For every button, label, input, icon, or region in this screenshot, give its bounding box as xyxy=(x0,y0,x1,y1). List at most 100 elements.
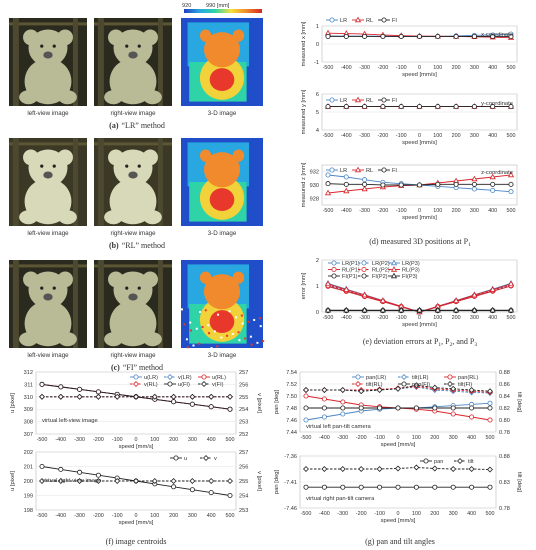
chart-title: virtual left pan-tilt camera xyxy=(306,424,372,430)
depth-ear xyxy=(232,149,245,162)
depth-ear xyxy=(199,149,212,162)
caption-e-sub2: 2 xyxy=(450,342,453,348)
x-axis-label: speed [mm/s] xyxy=(381,518,416,524)
depth-noise-speck xyxy=(241,322,244,325)
y-tick-label: -7.36 xyxy=(284,454,297,460)
teddy-body xyxy=(109,58,157,105)
data-point xyxy=(208,478,215,484)
teddy-head xyxy=(113,271,153,309)
plot-frame xyxy=(299,371,497,433)
legend-label: FI xyxy=(392,168,397,174)
data-point xyxy=(490,181,496,187)
x-tick-label: -400 xyxy=(341,315,352,321)
chart-f1: 307 308 309 310 311 312 252 253 254 255 256 257 u [p… xyxy=(10,370,262,450)
legend-label: LR(P1) xyxy=(342,261,360,267)
data-point xyxy=(57,478,64,484)
x-tick-label: 0 xyxy=(418,133,421,139)
x-tick-label: 300 xyxy=(449,511,458,517)
data-point xyxy=(329,17,335,23)
teddy-head xyxy=(28,29,68,67)
data-point xyxy=(362,177,368,183)
data-point xyxy=(343,104,349,110)
y2-tick-label: 252 xyxy=(239,432,248,438)
teddy-foot xyxy=(19,210,38,225)
legend-label: FI(P1) xyxy=(342,274,358,280)
x-tick-label: 500 xyxy=(226,437,235,443)
y2-tick-label: 256 xyxy=(239,382,248,388)
data-point xyxy=(376,466,383,472)
depth-noise-speck xyxy=(219,328,222,331)
depth-noise-speck xyxy=(208,332,211,335)
data-point xyxy=(431,465,438,472)
data-point xyxy=(321,405,327,411)
data-point xyxy=(358,388,365,395)
data-point xyxy=(361,306,368,313)
data-point xyxy=(362,33,368,39)
caption-e-text: (e) deviation errors at P xyxy=(363,337,439,346)
x-tick-label: -300 xyxy=(359,65,370,71)
x-tick-label: -300 xyxy=(359,133,370,139)
data-point xyxy=(471,104,477,110)
data-point xyxy=(507,280,515,287)
data-point xyxy=(453,306,460,313)
data-point xyxy=(362,104,368,110)
data-point xyxy=(381,17,387,23)
x-tick-label: -200 xyxy=(378,315,389,321)
teddy-nose xyxy=(43,293,53,301)
y-tick-label: 1 xyxy=(316,284,319,290)
caption-letter: (c) xyxy=(111,363,120,372)
data-point xyxy=(303,387,309,393)
x-tick-label: -400 xyxy=(55,513,66,519)
data-point xyxy=(324,189,332,196)
caption-e: (e) deviation errors at P1, P2, and P3 xyxy=(363,337,477,348)
data-point xyxy=(398,306,405,313)
x-tick-label: 500 xyxy=(486,511,495,517)
data-point xyxy=(171,399,177,405)
legend-label: LR(P3) xyxy=(402,261,420,267)
data-point xyxy=(325,104,331,110)
y2-tick-label: 0.88 xyxy=(499,370,510,376)
teddy-body xyxy=(24,58,72,105)
y2-axis-label: v [pixel] xyxy=(256,393,262,413)
x-tick-label: -200 xyxy=(93,437,104,443)
y2-tick-label: 255 xyxy=(239,479,248,485)
data-point xyxy=(450,405,456,411)
teddy-eye xyxy=(40,286,44,290)
x-axis-label: speed [mm/s] xyxy=(119,444,154,450)
data-point xyxy=(361,273,367,279)
chart-e: 0 1 2 -500 -400 -300 -200 -100 0 100 200 300 400 500 s… xyxy=(301,258,518,328)
data-point xyxy=(95,393,102,400)
depth-noise-speck xyxy=(195,327,198,330)
data-point xyxy=(343,286,350,292)
legend-label: FI(P3) xyxy=(402,274,418,280)
data-point xyxy=(416,104,422,110)
x-tick-label: 0 xyxy=(418,65,421,71)
data-point xyxy=(487,388,493,395)
data-point xyxy=(379,306,386,313)
x-tick-label: -200 xyxy=(93,513,104,519)
method-caption: (c) “FI” method xyxy=(111,363,163,372)
depth-noise-speck xyxy=(198,342,201,345)
data-point xyxy=(508,189,514,195)
x-tick-label: -500 xyxy=(323,65,334,71)
depth-bear-core xyxy=(209,188,235,212)
data-point xyxy=(321,466,328,472)
data-point xyxy=(390,259,398,266)
data-point xyxy=(303,466,309,472)
data-point xyxy=(151,393,158,400)
depth-noise-speck xyxy=(253,318,256,321)
right-view-label: right-view image xyxy=(110,110,156,117)
x-tick-label: -500 xyxy=(323,315,334,321)
data-point xyxy=(227,492,233,498)
data-point xyxy=(325,172,331,178)
data-point xyxy=(450,484,456,490)
depth-ear xyxy=(232,29,245,42)
depth-noise-speck xyxy=(220,336,223,339)
shelf-post xyxy=(97,138,104,226)
x-tick-label: 400 xyxy=(488,208,497,214)
shelf xyxy=(94,142,172,146)
depth-bear-core xyxy=(209,310,235,334)
teddy-eye xyxy=(40,44,44,48)
y-tick-label: 7.54 xyxy=(286,370,297,376)
